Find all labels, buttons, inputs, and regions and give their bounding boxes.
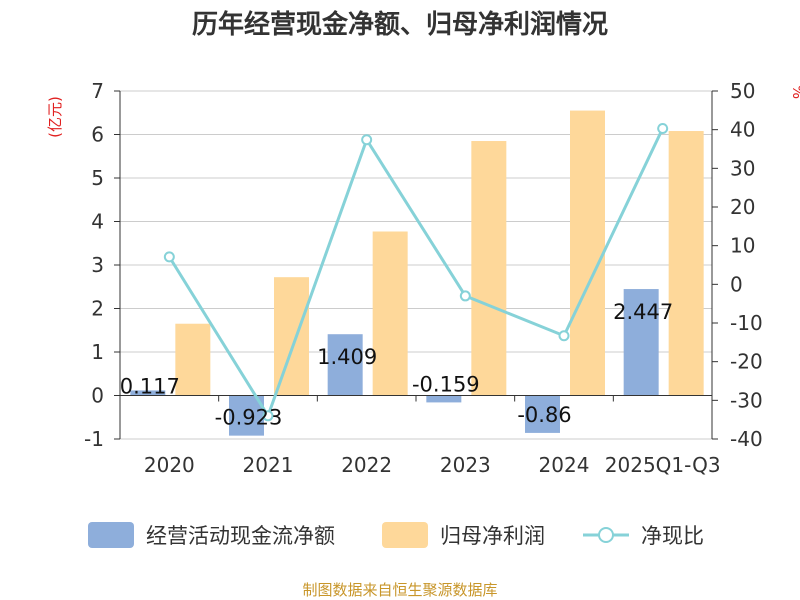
cash-flow-bar [426, 395, 462, 403]
gridlines [120, 90, 712, 440]
right-axis-tick-label: -30 [730, 388, 763, 412]
net-profit-bar [668, 131, 704, 396]
x-axis-tick-label: 2023 [440, 453, 491, 477]
right-axis-unit: % [789, 85, 800, 99]
left-axis-tick-label: 2 [91, 297, 104, 321]
net-profit-bar [274, 277, 309, 396]
ratio-point [657, 123, 669, 135]
left-axis-tick-label: 7 [91, 79, 104, 103]
left-axis-tick-label: -1 [84, 427, 104, 451]
left-axis-tick-label: 1 [91, 340, 104, 364]
left-axis-unit: (亿元) [46, 96, 64, 138]
ratio-point [262, 410, 274, 422]
cash-flow-bar [327, 334, 363, 396]
right-axis-tick-label: 40 [730, 118, 755, 142]
legend-label: 经营活动现金流净额 [146, 524, 335, 548]
legend-label: 净现比 [641, 524, 704, 548]
legend-marker [598, 527, 614, 543]
ratio-point [459, 290, 471, 302]
right-axis-tick-label: 30 [730, 156, 755, 180]
x-axis-tick-label: 2020 [144, 453, 195, 477]
ratio-point [163, 251, 175, 263]
x-axis-tick-label: 2021 [243, 453, 294, 477]
right-axis-tick-label: 50 [730, 79, 755, 103]
legend-swatch [382, 522, 428, 548]
net-profit-bar [570, 110, 605, 396]
net-profit-bar [471, 141, 507, 396]
cash-flow-data-label: -0.159 [412, 372, 480, 396]
left-axis-tick-label: 6 [91, 123, 104, 147]
x-axis-tick-label: 2025Q1-Q3 [605, 453, 721, 477]
net-profit-bar [372, 231, 408, 396]
left-axis-tick-label: 5 [91, 166, 104, 190]
source-note: 制图数据来自恒生聚源数据库 [302, 581, 497, 599]
cash-flow-bar [623, 289, 659, 396]
cash-flow-data-label: 2.447 [613, 300, 673, 324]
right-axis-tick-label: -10 [730, 311, 763, 335]
ratio-point [558, 330, 570, 342]
axes [114, 90, 718, 440]
left-axis-tick-label: 3 [91, 253, 104, 277]
x-axis-tick-label: 2024 [539, 453, 590, 477]
net-profit-bar [175, 323, 211, 396]
cash-flow-bar [525, 395, 560, 433]
legend: 经营活动现金流净额 归母净利润 净现比 [88, 522, 704, 548]
cash-flow-bar [130, 390, 166, 396]
legend-label: 归母净利润 [440, 524, 545, 548]
cash-flow-data-label: 0.117 [120, 374, 180, 398]
right-axis-tick-label: 10 [730, 234, 755, 258]
left-axis-tick-label: 4 [91, 210, 104, 234]
data-labels: 0.117 -0.923 1.409 -0.159 -0.86 2.447 [120, 300, 673, 430]
right-axis-tick-label: -20 [730, 350, 763, 374]
ratio-point [361, 134, 373, 146]
bars [130, 110, 704, 436]
right-axis-tick-label: 0 [730, 272, 743, 296]
cash-flow-data-label: -0.923 [215, 406, 283, 430]
right-axis-tick-label: -40 [730, 427, 763, 451]
chart-title: 历年经营现金净额、归母净利润情况 [192, 9, 608, 40]
cash-flow-data-label: 1.409 [317, 345, 377, 369]
left-axis-tick-label: 0 [91, 384, 104, 408]
ratio-line-path [168, 127, 665, 420]
x-axis-tick-label: 2022 [341, 453, 392, 477]
right-axis-tick-label: 20 [730, 195, 755, 219]
ratio-line [163, 123, 669, 422]
legend-swatch [88, 522, 134, 548]
cash-flow-data-label: -0.86 [517, 403, 571, 427]
